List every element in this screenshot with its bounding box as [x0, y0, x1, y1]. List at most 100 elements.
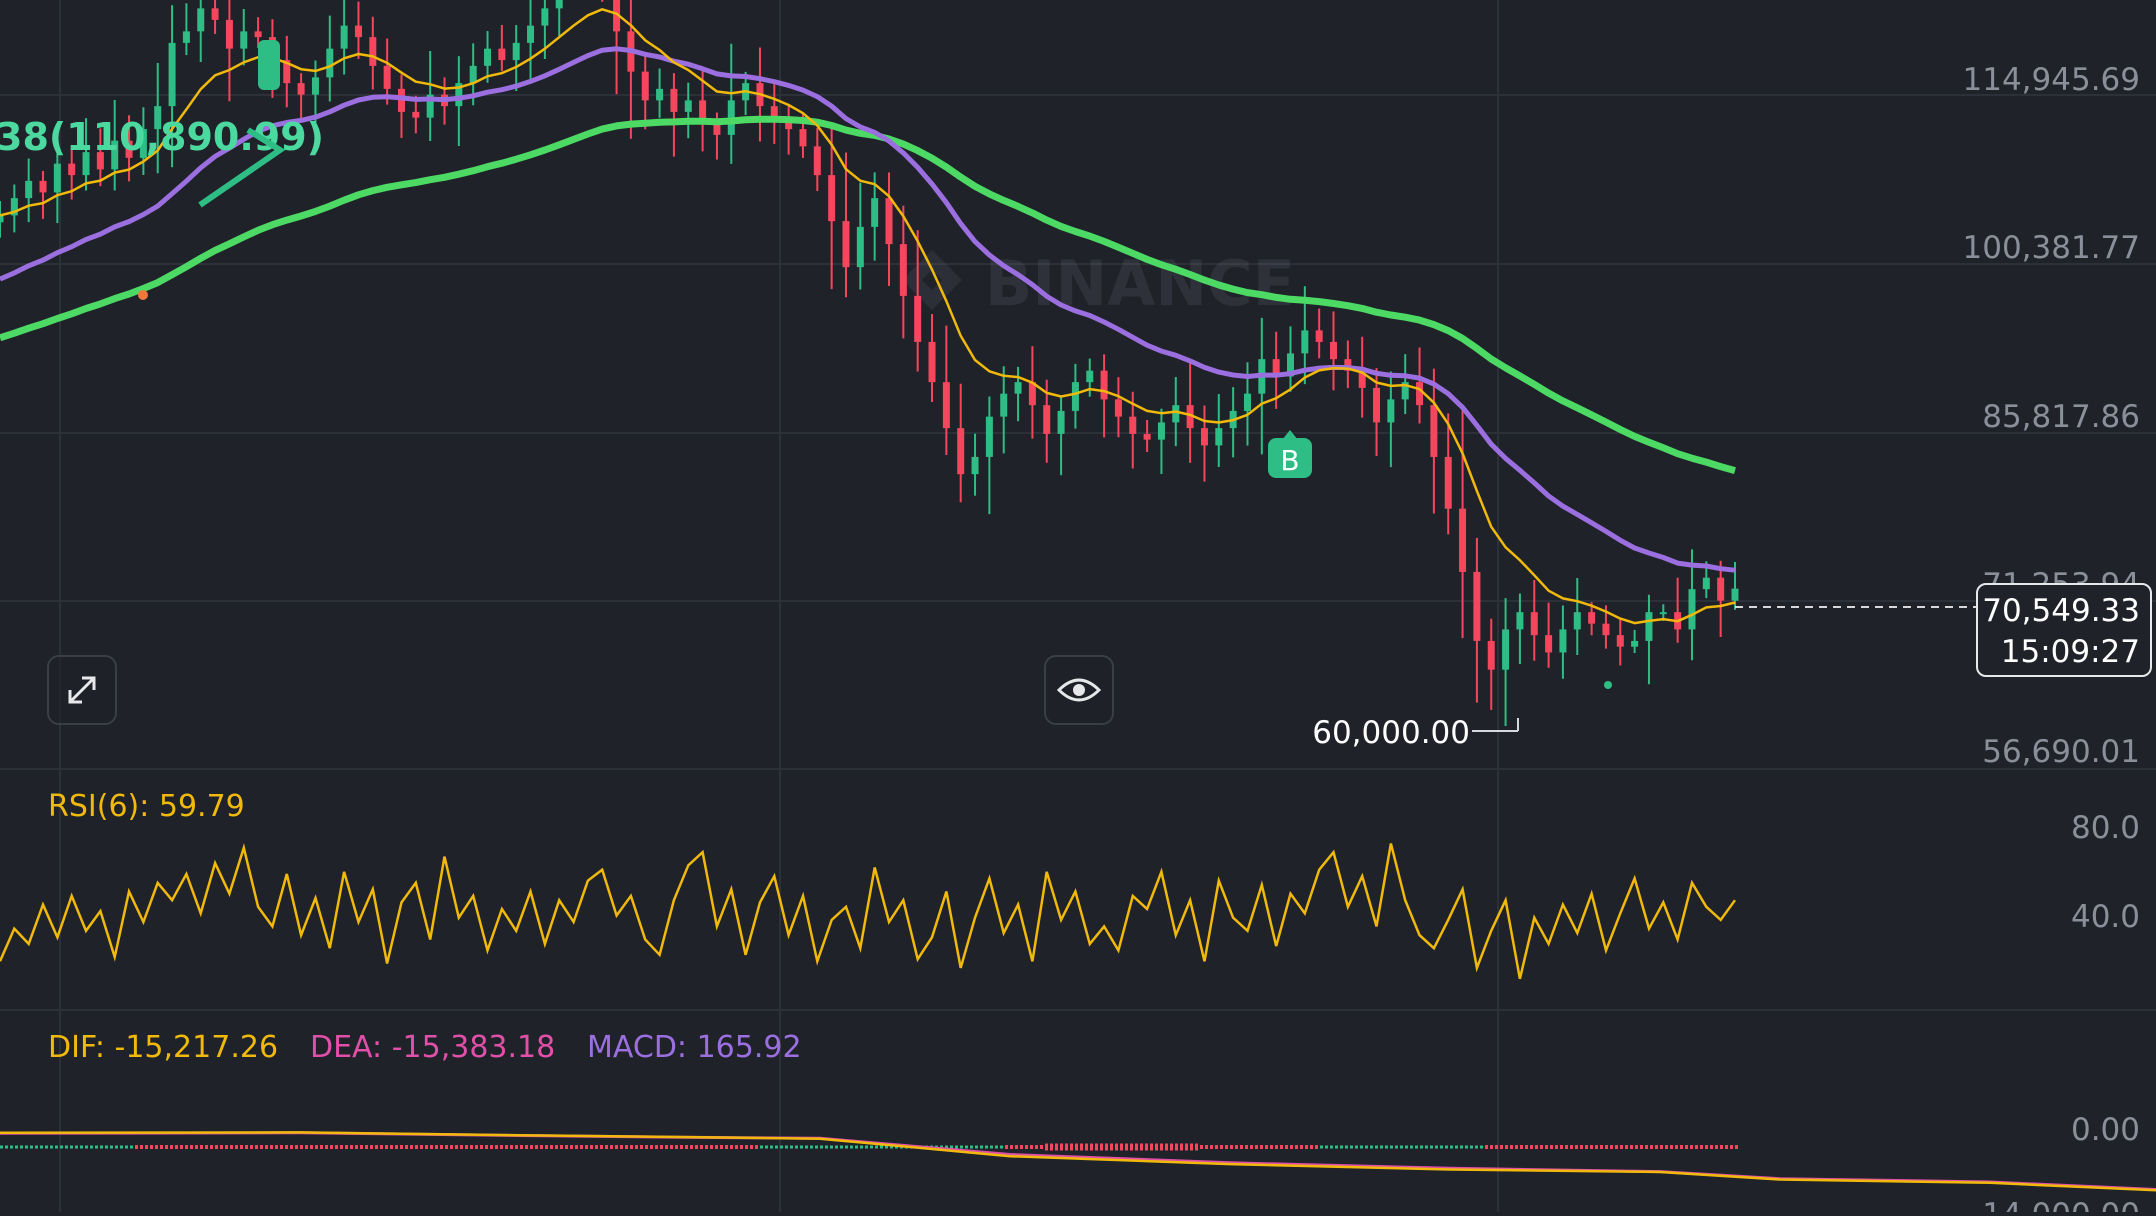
macd-histogram-bar — [1620, 1145, 1623, 1149]
macd-histogram-bar — [1215, 1145, 1218, 1149]
macd-histogram-bar — [1025, 1145, 1028, 1149]
macd-histogram-bar — [1020, 1145, 1023, 1149]
macd-histogram-bar — [615, 1145, 618, 1149]
macd-histogram-bar — [190, 1145, 193, 1149]
macd-histogram-bar — [580, 1145, 583, 1149]
macd-histogram-bar — [1705, 1145, 1708, 1149]
macd-axis-tick: 0.00 — [2071, 1112, 2140, 1148]
rsi-pane — [0, 843, 1737, 980]
macd-histogram-bar — [1325, 1145, 1328, 1149]
candle-body — [1502, 629, 1510, 670]
candle-body — [914, 295, 922, 342]
macd-histogram-bar — [1430, 1145, 1433, 1149]
macd-histogram-bar — [610, 1145, 613, 1149]
macd-histogram-bar — [685, 1145, 688, 1149]
macd-histogram-bar — [1005, 1145, 1008, 1149]
macd-histogram-bar — [1685, 1145, 1688, 1149]
candle-body — [785, 117, 793, 130]
macd-histogram-bar — [700, 1145, 703, 1149]
macd-histogram-bar — [1665, 1145, 1668, 1149]
candle-body — [1631, 640, 1639, 647]
candle-body — [641, 71, 649, 101]
macd-histogram-bar — [690, 1145, 693, 1149]
macd-histogram-bar — [350, 1145, 353, 1149]
macd-histogram-bar — [170, 1145, 173, 1149]
fullscreen-button[interactable] — [47, 655, 117, 725]
macd-histogram-bar — [1185, 1143, 1188, 1151]
macd-histogram-bar — [285, 1145, 288, 1149]
candle-body — [1401, 382, 1409, 400]
macd-histogram-bar — [1390, 1145, 1393, 1149]
macd-histogram-bar — [695, 1145, 698, 1149]
macd-histogram-bar — [555, 1145, 558, 1149]
macd-histogram-bar — [1470, 1145, 1473, 1149]
macd-histogram-bar — [880, 1145, 883, 1149]
macd-histogram-bar — [1060, 1143, 1063, 1151]
macd-histogram-bar — [1415, 1145, 1418, 1149]
macd-histogram-bar — [1235, 1145, 1238, 1149]
rsi-axis-tick: 80.0 — [2071, 810, 2140, 846]
macd-histogram-bar — [1600, 1145, 1603, 1149]
macd-histogram-bar — [1605, 1145, 1608, 1149]
candle-body — [240, 31, 248, 49]
macd-histogram-bar — [1085, 1143, 1088, 1151]
candle-body — [297, 83, 305, 95]
macd-histogram-bar — [1455, 1145, 1458, 1149]
macd-histogram-bar — [295, 1145, 298, 1149]
visibility-toggle-button[interactable] — [1044, 655, 1114, 725]
macd-histogram-bar — [650, 1145, 653, 1149]
macd-histogram-bar — [780, 1145, 783, 1149]
macd-histogram-bar — [1640, 1145, 1643, 1149]
macd-histogram-bar — [1545, 1145, 1548, 1149]
candle-body — [1659, 612, 1667, 615]
macd-histogram-bar — [245, 1145, 248, 1149]
macd-histogram-bar — [1055, 1143, 1058, 1151]
macd-histogram-bar — [1110, 1143, 1113, 1151]
macd-histogram-bar — [1045, 1143, 1048, 1151]
macd-histogram-bar — [785, 1145, 788, 1149]
candle-body — [53, 163, 61, 193]
macd-histogram-bar — [545, 1145, 548, 1149]
macd-histogram-bar — [410, 1145, 413, 1149]
macd-histogram-bar — [460, 1145, 463, 1149]
macd-histogram-bar — [1135, 1143, 1138, 1151]
macd-histogram-bar — [5, 1145, 8, 1149]
macd-histogram-bar — [1245, 1145, 1248, 1149]
candle-body — [426, 94, 434, 118]
candle-body — [942, 382, 950, 429]
macd-histogram-bar — [1655, 1145, 1658, 1149]
candle-body — [412, 111, 420, 118]
ma-mid-line — [0, 46, 1736, 573]
macd-histogram-bar — [1095, 1143, 1098, 1151]
candle-body — [1602, 623, 1610, 636]
macd-histogram-bar — [1270, 1145, 1273, 1149]
macd-histogram-bar — [500, 1145, 503, 1149]
candle-body — [1014, 382, 1022, 394]
macd-histogram-bar — [1410, 1145, 1413, 1149]
macd-histogram-bar — [1265, 1145, 1268, 1149]
macd-histogram-bar — [1590, 1145, 1593, 1149]
buy-signal-marker[interactable]: B — [1268, 430, 1312, 478]
macd-histogram-bar — [1260, 1145, 1263, 1149]
macd-histogram-bar — [510, 1145, 513, 1149]
macd-histogram-bar — [760, 1145, 763, 1149]
macd-histogram-bar — [1480, 1145, 1483, 1149]
candle-body — [527, 25, 535, 43]
macd-histogram-bar — [275, 1145, 278, 1149]
macd-histogram-bar — [1695, 1145, 1698, 1149]
macd-histogram-bar — [1580, 1145, 1583, 1149]
macd-histogram-bar — [940, 1145, 943, 1149]
macd-histogram-bar — [60, 1145, 63, 1149]
candle-body — [842, 221, 850, 268]
macd-histogram-bar — [525, 1145, 528, 1149]
macd-histogram-bar — [1395, 1145, 1398, 1149]
candle-body — [383, 65, 391, 89]
macd-histogram-bar — [1355, 1145, 1358, 1149]
macd-histogram-bar — [320, 1145, 323, 1149]
macd-histogram-bar — [345, 1145, 348, 1149]
candle-body — [512, 42, 520, 61]
macd-histogram-bar — [1075, 1143, 1078, 1151]
